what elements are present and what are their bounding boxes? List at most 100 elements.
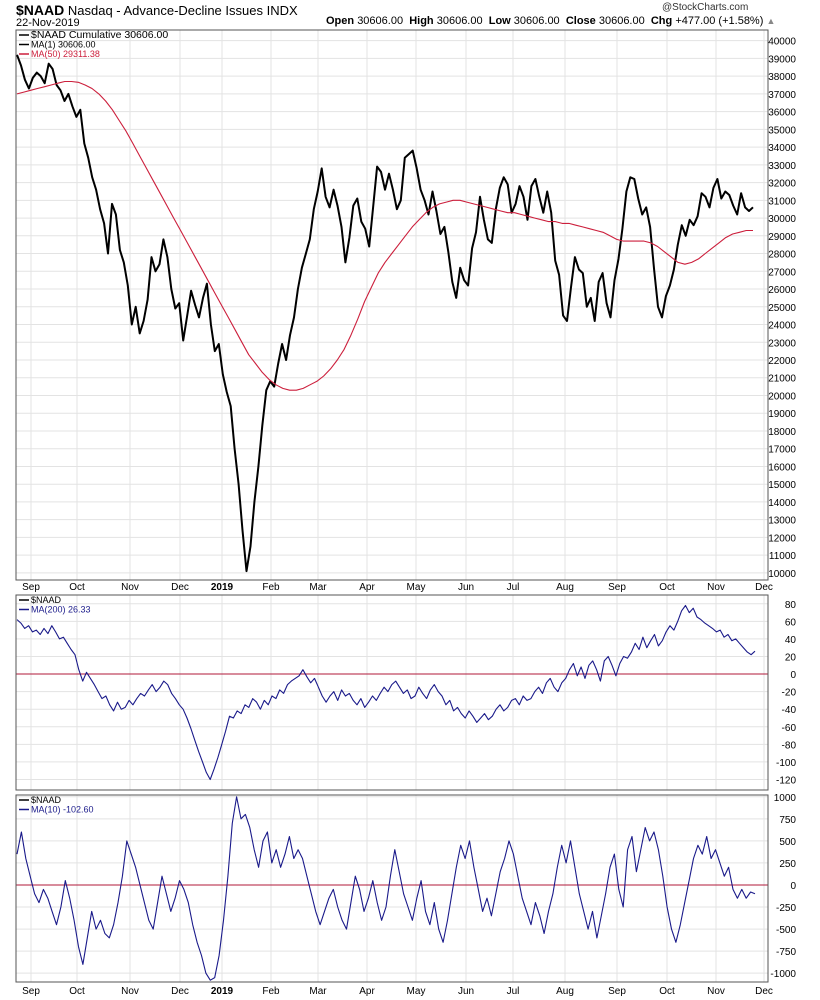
chart-title: $NAAD Nasdaq - Advance-Decline Issues IN… xyxy=(16,2,298,18)
y-tick-label: 26000 xyxy=(768,285,796,296)
legend-entry: $NAAD Cumulative 30606.00 xyxy=(31,29,168,41)
x-tick-label: Nov xyxy=(121,582,139,593)
y-tick-label: 28000 xyxy=(768,250,796,261)
y-tick-label: 1000 xyxy=(774,793,797,804)
x-tick-label: Feb xyxy=(262,582,280,593)
x-tick-label: Oct xyxy=(659,582,675,593)
x-tick-label: Nov xyxy=(121,986,139,997)
x-tick-label: Jun xyxy=(458,582,474,593)
high-label: High xyxy=(409,15,434,27)
y-tick-label: 35000 xyxy=(768,125,796,136)
chart-date: 22-Nov-2019 xyxy=(16,17,80,29)
x-tick-label: Aug xyxy=(556,582,574,593)
x-tick-label: Oct xyxy=(659,986,675,997)
y-tick-label: -500 xyxy=(776,925,796,936)
y-tick-label: -120 xyxy=(776,775,796,786)
y-tick-label: 15000 xyxy=(768,480,796,491)
legend-entry: MA(200) 26.33 xyxy=(31,605,91,615)
legend-entry: $NAAD xyxy=(31,595,62,605)
x-tick-label: Feb xyxy=(262,986,280,997)
y-tick-label: 80 xyxy=(785,600,797,611)
low-value: 30606.00 xyxy=(513,15,560,27)
x-tick-label: Nov xyxy=(707,582,725,593)
y-tick-label: -20 xyxy=(782,688,797,699)
y-tick-label: -100 xyxy=(776,758,796,769)
y-tick-label: 25000 xyxy=(768,303,796,314)
y-tick-label: 20000 xyxy=(768,391,796,402)
y-tick-label: -750 xyxy=(776,947,796,958)
legend-entry: MA(50) 29311.38 xyxy=(31,49,100,59)
x-tick-label: Sep xyxy=(608,582,626,593)
y-tick-label: 30000 xyxy=(768,214,796,225)
x-tick-label: Nov xyxy=(707,986,725,997)
x-tick-label: Sep xyxy=(608,986,626,997)
y-tick-label: 14000 xyxy=(768,498,796,509)
x-tick-label: Apr xyxy=(359,582,375,593)
y-tick-label: 16000 xyxy=(768,462,796,473)
x-tick-label: Mar xyxy=(309,986,327,997)
y-tick-label: -250 xyxy=(776,903,796,914)
x-tick-label: Oct xyxy=(69,986,85,997)
y-tick-label: 13000 xyxy=(768,516,796,527)
y-tick-label: 31000 xyxy=(768,196,796,207)
y-tick-label: 29000 xyxy=(768,232,796,243)
close-value: 30606.00 xyxy=(598,15,645,27)
y-tick-label: 18000 xyxy=(768,427,796,438)
x-tick-label: Dec xyxy=(755,986,773,997)
y-tick-label: 23000 xyxy=(768,338,796,349)
chg-label: Chg xyxy=(650,15,673,27)
high-value: 30606.00 xyxy=(436,15,483,27)
y-tick-label: 27000 xyxy=(768,267,796,278)
series-line--naad-cumulative xyxy=(16,54,754,573)
y-tick-label: 19000 xyxy=(768,409,796,420)
series-line-ma-200- xyxy=(16,604,756,781)
x-tick-label: 2019 xyxy=(211,986,234,997)
legend-entry: $NAAD xyxy=(31,795,62,805)
y-tick-label: -60 xyxy=(782,723,797,734)
y-tick-label: 40000 xyxy=(768,37,796,48)
x-tick-label: Dec xyxy=(755,582,773,593)
panel-frame xyxy=(15,29,769,581)
series-line-ma-50- xyxy=(16,80,753,391)
x-tick-label: Jul xyxy=(507,986,520,997)
low-label: Low xyxy=(488,15,511,27)
y-tick-label: 34000 xyxy=(768,143,796,154)
y-tick-label: 60 xyxy=(785,617,797,628)
exchange: INDX xyxy=(266,3,298,18)
y-tick-label: 40 xyxy=(785,635,797,646)
open-value: 30606.00 xyxy=(357,15,404,27)
y-tick-label: 24000 xyxy=(768,321,796,332)
x-tick-label: Sep xyxy=(22,582,40,593)
y-tick-label: 37000 xyxy=(768,90,796,101)
x-tick-label: May xyxy=(407,582,426,593)
legend-entry: MA(10) -102.60 xyxy=(31,805,94,815)
y-tick-label: 36000 xyxy=(768,108,796,119)
y-tick-label: 33000 xyxy=(768,161,796,172)
x-tick-label: Oct xyxy=(69,582,85,593)
legend-entry: MA(1) 30606.00 xyxy=(31,40,96,50)
x-tick-label: Mar xyxy=(309,582,327,593)
y-tick-label: 17000 xyxy=(768,445,796,456)
y-tick-label: 10000 xyxy=(768,569,796,580)
panel-frame xyxy=(15,594,769,791)
y-tick-label: 38000 xyxy=(768,72,796,83)
y-tick-label: 500 xyxy=(779,837,796,848)
x-tick-label: 2019 xyxy=(211,582,234,593)
copyright: @StockCharts.com xyxy=(662,2,749,13)
panel-frame xyxy=(15,794,769,983)
close-label: Close xyxy=(565,15,596,27)
x-tick-label: May xyxy=(407,986,426,997)
description: Nasdaq - Advance-Decline Issues xyxy=(67,3,263,18)
x-tick-label: Apr xyxy=(359,986,375,997)
y-tick-label: -1000 xyxy=(770,969,796,980)
ma10-panel: -1000 -750 -500 -250 0 250 500 750 1000 $NAADMA(1… xyxy=(15,793,797,983)
x-tick-label: Sep xyxy=(22,986,40,997)
x-tick-label: Dec xyxy=(171,582,189,593)
y-tick-label: 12000 xyxy=(768,533,796,544)
y-tick-label: 21000 xyxy=(768,374,796,385)
y-tick-label: 39000 xyxy=(768,54,796,65)
y-tick-label: 32000 xyxy=(768,179,796,190)
y-tick-label: 750 xyxy=(779,815,796,826)
y-tick-label: 0 xyxy=(790,881,796,892)
